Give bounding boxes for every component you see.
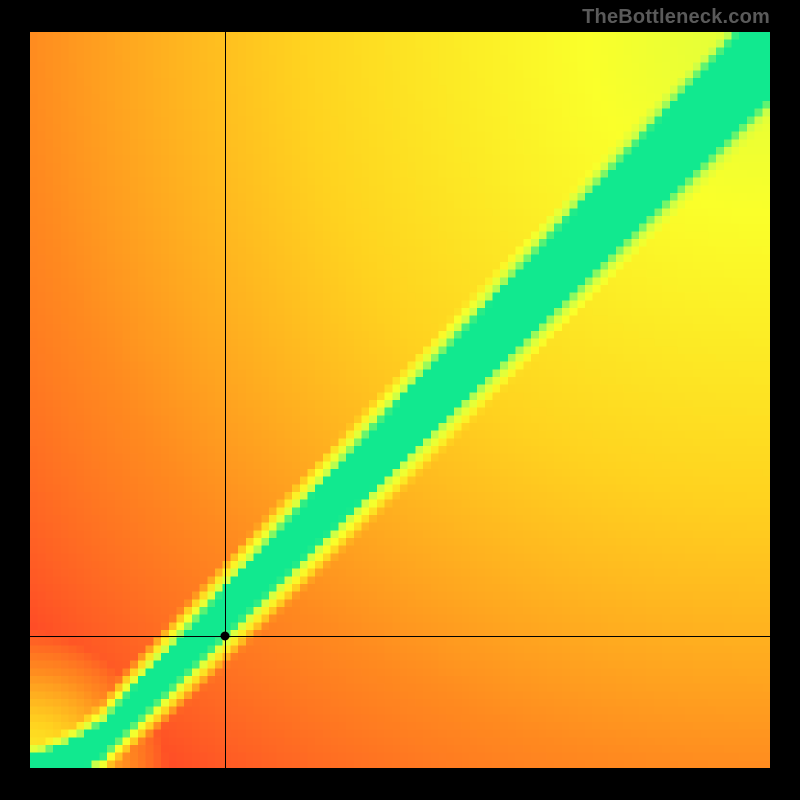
crosshair-marker	[221, 632, 230, 641]
watermark-text: TheBottleneck.com	[582, 6, 770, 29]
bottleneck-heatmap	[30, 32, 770, 768]
crosshair-horizontal	[30, 636, 770, 637]
crosshair-vertical	[225, 32, 226, 768]
